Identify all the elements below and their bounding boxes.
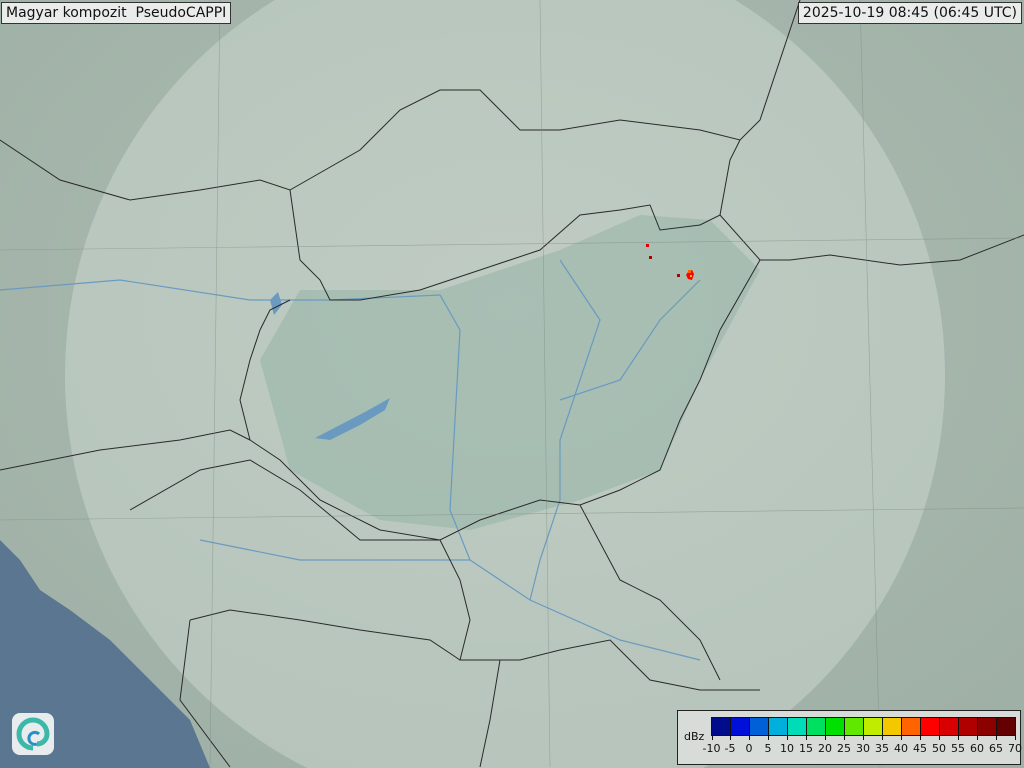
legend-tick: [996, 735, 997, 740]
hungary-plain: [260, 215, 760, 530]
legend-swatch: [807, 718, 826, 735]
legend-swatch: [864, 718, 883, 735]
radar-echo: [677, 274, 680, 277]
radar-coverage-area: [64, 0, 946, 768]
legend-tick-label: 25: [837, 742, 851, 755]
legend-swatch: [940, 718, 959, 735]
radar-echo: [688, 270, 691, 273]
legend-tick: [806, 735, 807, 740]
legend-swatch: [902, 718, 921, 735]
legend-tick: [711, 735, 713, 740]
legend-tick-label: 50: [932, 742, 946, 755]
radar-echo: [646, 244, 649, 247]
legend-tick-label: 20: [818, 742, 832, 755]
legend-tick-label: 10: [780, 742, 794, 755]
legend-swatch: [845, 718, 864, 735]
legend-swatch: [883, 718, 902, 735]
legend-tick-label: 55: [951, 742, 965, 755]
legend-tick-label: 60: [970, 742, 984, 755]
swirl-logo-icon[interactable]: [12, 713, 54, 755]
legend-color-bar: [711, 717, 1016, 736]
legend-swatch: [826, 718, 845, 735]
radar-echoes: [646, 244, 694, 280]
legend-swatch: [769, 718, 788, 735]
legend-swatch: [997, 718, 1015, 735]
legend-tick: [939, 735, 940, 740]
adriatic-sea: [0, 540, 210, 768]
legend-tick-label: -5: [724, 742, 736, 755]
legend-tick: [844, 735, 845, 740]
legend-tick-label: 40: [894, 742, 908, 755]
legend-unit: dBz: [684, 730, 705, 743]
legend-tick: [901, 735, 902, 740]
legend-tick: [768, 735, 769, 740]
legend-swatch: [788, 718, 807, 735]
legend-tick-label: 5: [764, 742, 772, 755]
legend-tick: [825, 735, 826, 740]
legend-tick-label: 65: [989, 742, 1003, 755]
legend-swatch: [978, 718, 997, 735]
legend-swatch: [731, 718, 750, 735]
legend-tick-label: 70: [1008, 742, 1022, 755]
legend-tick: [863, 735, 864, 740]
legend-swatch: [921, 718, 940, 735]
product-title: Magyar kompozit PseudoCAPPI: [1, 2, 232, 24]
legend-tick: [730, 735, 731, 740]
legend-tick: [977, 735, 978, 740]
legend-tick: [1015, 735, 1016, 740]
legend-tick: [958, 735, 959, 740]
radar-echo: [690, 275, 692, 277]
legend-tick: [787, 735, 788, 740]
legend-tick-label: 15: [799, 742, 813, 755]
legend-tick-label: 45: [913, 742, 927, 755]
legend-swatch: [712, 718, 731, 735]
legend-tick: [749, 735, 750, 740]
legend-tick-label: 35: [875, 742, 889, 755]
timestamp-label: 2025-10-19 08:45 (06:45 UTC): [797, 2, 1022, 24]
radar-echo: [649, 256, 652, 259]
legend-tick-label: 30: [856, 742, 870, 755]
legend-swatch: [750, 718, 769, 735]
lake-neusiedl: [270, 292, 282, 315]
legend-tick-label: -10: [702, 742, 721, 755]
legend-tick-label: 0: [745, 742, 753, 755]
legend-tick: [882, 735, 883, 740]
legend-swatch: [959, 718, 978, 735]
legend-tick: [920, 735, 921, 740]
dbz-legend: dBz -10 -5 0 5 10 15 20 25 30 35 40 45 50 55 60 65 70: [677, 710, 1022, 765]
rivers: [0, 259, 701, 661]
lake-balaton: [315, 398, 390, 440]
